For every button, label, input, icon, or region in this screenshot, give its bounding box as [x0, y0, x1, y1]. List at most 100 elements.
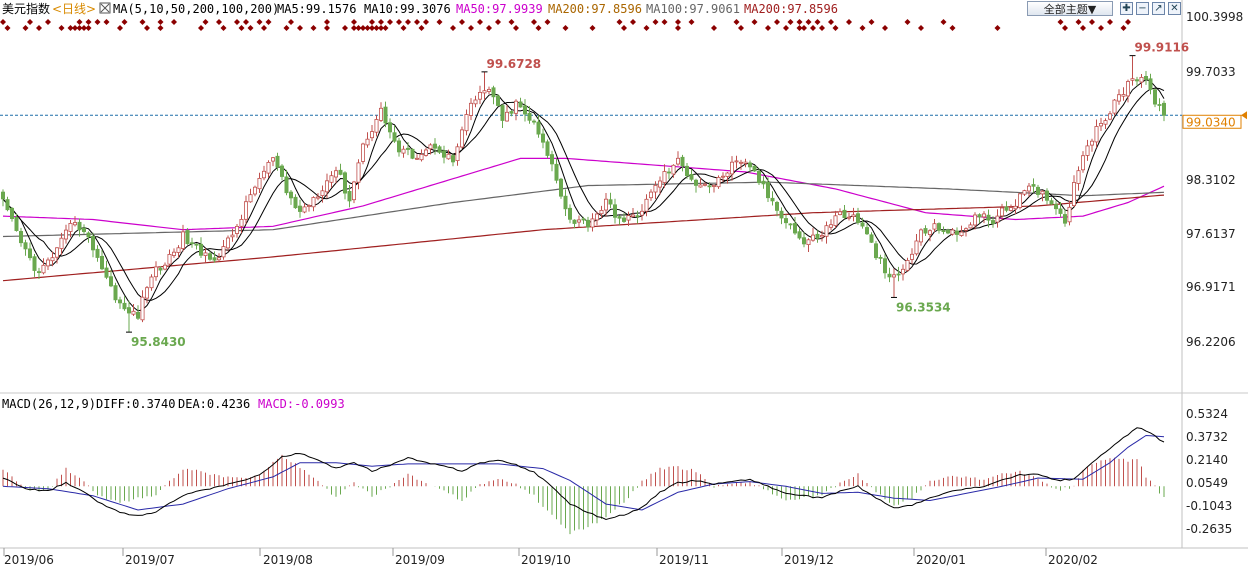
candle-body-up: [1099, 123, 1104, 127]
candle-body-up: [459, 129, 464, 148]
event-diamond-icon: [1125, 19, 1131, 25]
candle: [432, 138, 437, 155]
candle: [243, 195, 248, 225]
candle: [46, 257, 51, 270]
candle-body-up: [46, 259, 51, 267]
candle: [1144, 71, 1149, 85]
candle: [968, 222, 973, 229]
event-diamond-icon: [1120, 25, 1127, 31]
event-diamond-icon: [949, 25, 956, 31]
candle-body-up: [378, 107, 383, 121]
candle-body-down: [347, 190, 352, 202]
candle-body-up: [905, 259, 910, 271]
event-diamond-icon: [360, 25, 366, 31]
date-axis: 2019/06 2019/07 2019/08 2019/09 2019/10 …: [3, 548, 1098, 567]
candle-body-up: [910, 253, 915, 260]
theme-selector-button[interactable]: 全部主题▼: [1027, 1, 1113, 16]
candle-body-down: [91, 235, 96, 251]
candle-body-down: [1049, 200, 1054, 205]
candle-body-up: [1000, 207, 1005, 217]
candle-body-down: [887, 273, 892, 278]
candle: [27, 242, 32, 261]
candle: [748, 160, 753, 173]
candle: [887, 267, 892, 283]
macd-axis: 0.5324 0.3732 0.2140 0.0549 -0.1043 -0.2…: [1186, 407, 1232, 536]
candle-body-up: [1027, 185, 1032, 192]
export-icon[interactable]: ↗: [1152, 2, 1165, 15]
candle-body-down: [586, 219, 591, 228]
candle-body-down: [761, 180, 766, 185]
candle-body-down: [559, 178, 564, 197]
candle-body-up: [662, 171, 667, 184]
candle-body-up: [1085, 145, 1090, 156]
event-diamond-icon: [652, 19, 659, 25]
candle-body-up: [248, 194, 253, 203]
candle-body-up: [374, 119, 379, 133]
candle: [991, 216, 996, 228]
candle: [1162, 100, 1167, 122]
zoom-out-icon[interactable]: −: [1136, 2, 1149, 15]
candle: [1013, 199, 1018, 215]
candle: [365, 132, 370, 148]
price-annotations: 99.6728 95.8430 96.3534 99.9116: [126, 41, 1189, 349]
candle-body-down: [342, 172, 347, 194]
candle-body-down: [536, 121, 541, 135]
event-diamond-icon: [468, 25, 474, 31]
event-diamond-icon: [774, 19, 780, 25]
candle-body-up: [162, 264, 167, 270]
candle: [586, 216, 591, 232]
candle: [225, 235, 230, 252]
candle: [775, 200, 780, 217]
candle: [423, 147, 428, 157]
candle: [982, 211, 987, 224]
macd-diff-value: DIFF:0.3740: [96, 397, 175, 411]
candle-body-up: [360, 143, 365, 162]
candle: [338, 163, 343, 176]
candle-body-up: [649, 191, 654, 199]
event-diamond-icon: [846, 19, 852, 25]
candle-body-up: [1130, 78, 1135, 81]
event-diamond-icon: [751, 19, 758, 25]
candle: [369, 125, 374, 142]
candle: [797, 228, 802, 240]
period-label[interactable]: <日线>: [52, 2, 96, 16]
candle-body-down: [1063, 214, 1068, 224]
candle-body-up: [1103, 120, 1108, 125]
event-diamond-icon: [828, 19, 834, 25]
event-diamond-icon: [238, 25, 245, 31]
candle: [378, 102, 383, 122]
candle: [203, 248, 208, 263]
candle: [1072, 175, 1077, 207]
candle: [928, 229, 933, 242]
candle: [847, 212, 852, 221]
candle: [270, 157, 275, 167]
candle: [0, 189, 6, 207]
candle: [577, 215, 582, 228]
candle-body-up: [838, 211, 843, 216]
ma-toggle-icon[interactable]: [99, 2, 111, 14]
candle: [351, 180, 356, 204]
candle: [374, 115, 379, 137]
close-icon[interactable]: ✕: [1168, 2, 1181, 15]
candle: [1130, 55, 1135, 86]
candle-body-down: [495, 95, 500, 106]
candle: [964, 227, 969, 237]
candle: [514, 99, 519, 121]
candle: [761, 176, 766, 189]
candle: [811, 227, 816, 242]
candle-body-up: [631, 214, 636, 218]
crosshair-icon[interactable]: ✚: [1120, 2, 1133, 15]
candle-body-down: [545, 141, 550, 156]
ma-parameters[interactable]: MA(5,10,50,200,100,200): [113, 2, 279, 16]
candle: [122, 296, 127, 311]
candle-body-down: [275, 155, 280, 168]
candle-body-up: [590, 218, 595, 228]
candle-body-down: [1004, 206, 1009, 211]
candle-body-down: [441, 150, 446, 158]
candle: [405, 142, 410, 156]
extreme-label: 99.9116: [1135, 41, 1190, 55]
event-diamond-icon: [661, 19, 668, 25]
extreme-label: 99.6728: [487, 57, 542, 71]
price-tick: 96.2206: [1186, 335, 1236, 349]
candle: [9, 207, 14, 222]
